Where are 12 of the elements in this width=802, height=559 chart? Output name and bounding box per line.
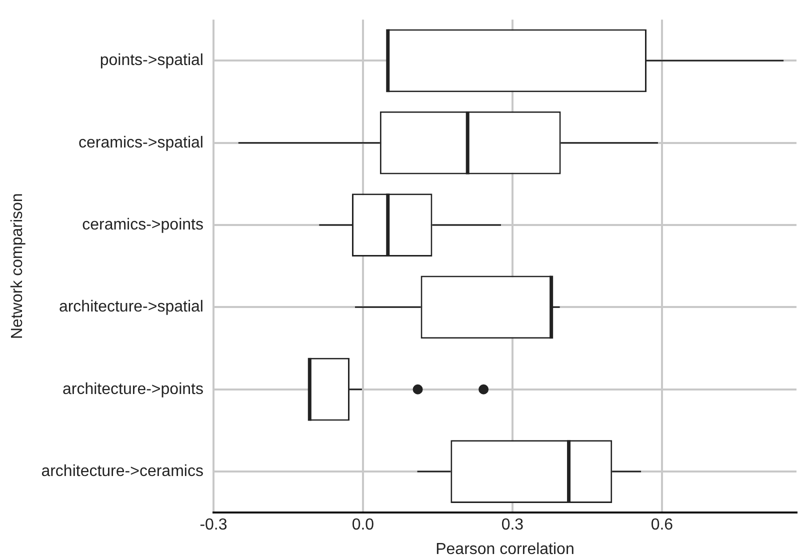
y-tick-label: ceramics->spatial [78, 134, 204, 152]
y-tick-label: architecture->ceramics [41, 462, 204, 480]
y-tick-label: architecture->points [62, 380, 204, 398]
x-tick-label: 0.6 [650, 516, 674, 534]
y-axis-title: Network comparison [9, 193, 26, 340]
x-tick-label: -0.3 [200, 516, 228, 534]
x-tick-label: 0.3 [501, 516, 524, 534]
x-tick-label: 0.0 [352, 516, 374, 534]
y-tick-label: ceramics->points [82, 216, 204, 234]
y-tick-label: architecture->spatial [58, 298, 204, 316]
x-axis-title: Pearson correlation [436, 540, 574, 558]
y-tick-label: points->spatial [100, 52, 204, 70]
